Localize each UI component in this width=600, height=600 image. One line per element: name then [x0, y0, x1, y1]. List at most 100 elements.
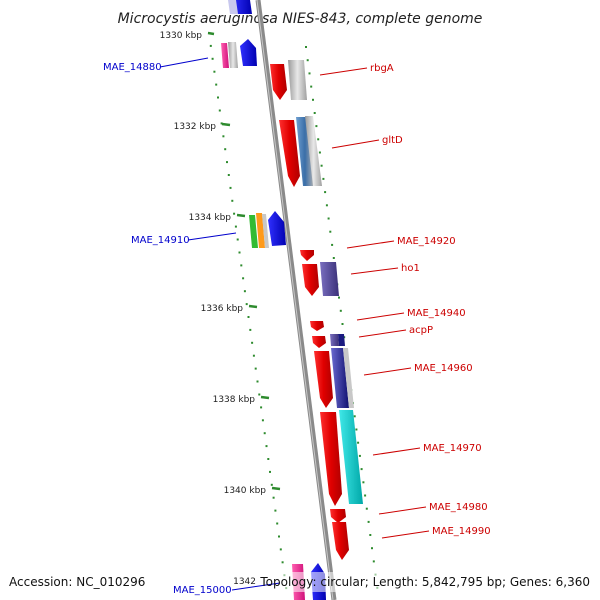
track-dot	[360, 468, 363, 471]
track-dot	[227, 174, 230, 176]
track-dot	[353, 415, 356, 418]
accession-text: Accession: NC_010296	[9, 575, 145, 589]
track-dot	[331, 243, 334, 246]
gene-label-MAE_15000[interactable]: MAE_15000	[173, 585, 232, 596]
track-dot	[270, 483, 273, 486]
gene-label-MAE_14940[interactable]: MAE_14940	[407, 308, 466, 319]
track-dot	[313, 112, 316, 114]
track-dot	[367, 520, 370, 523]
gene-label-gltD[interactable]: gltD	[382, 135, 403, 146]
track-dot	[329, 230, 332, 233]
track-dot	[231, 199, 234, 202]
track-dot	[222, 135, 225, 138]
track-dot	[209, 44, 212, 47]
gene-gltD[interactable]	[279, 116, 322, 187]
track-dot	[233, 212, 236, 215]
track-dot	[226, 161, 228, 164]
track-dot	[274, 509, 277, 512]
track-dot	[242, 277, 245, 280]
leader-MAE_15000	[231, 582, 281, 591]
gene-label-rbgA[interactable]: rbgA	[370, 63, 394, 74]
leader-MAE_14920	[346, 240, 395, 249]
tick-label: 1336 kbp	[201, 304, 244, 314]
track-dot	[362, 481, 365, 484]
gene-label-MAE_14980[interactable]: MAE_14980	[429, 502, 488, 513]
track-dot	[324, 191, 327, 194]
scale-tick-1330: 1330 kbp	[160, 31, 215, 41]
track-dot	[238, 251, 241, 254]
track-dot	[278, 535, 280, 538]
left-track-dots	[208, 32, 288, 590]
leader-MAE_14970	[372, 447, 421, 456]
scale-tick-1336: 1336 kbp	[201, 304, 258, 314]
track-dot	[263, 432, 266, 435]
gene-label-MAE_14960[interactable]: MAE_14960	[414, 363, 473, 374]
track-dot	[332, 257, 335, 259]
gene-label-MAE_14970[interactable]: MAE_14970	[423, 443, 482, 454]
genome-axis-highlight	[256, 0, 334, 600]
tick-label: 1340 kbp	[224, 486, 267, 496]
track-dot	[265, 445, 268, 448]
gene-MAE_14920[interactable]	[300, 250, 314, 261]
gene-label-MAE_14880[interactable]: MAE_14880	[103, 62, 162, 73]
track-dot	[325, 204, 328, 207]
gene-label-acpP[interactable]: acpP	[409, 325, 433, 336]
track-dot	[341, 323, 344, 325]
track-dot	[249, 328, 252, 331]
track-dot	[276, 522, 279, 525]
track-dot	[315, 125, 318, 128]
track-dot	[267, 458, 270, 460]
footer-topology-backdrop	[282, 572, 592, 592]
track-dot	[322, 177, 325, 180]
map-title: Microcystis aeruginosa NIES-843, complet…	[118, 11, 483, 27]
track-dot	[218, 109, 221, 112]
gene-label-ho1[interactable]: ho1	[401, 263, 420, 274]
track-dot	[372, 560, 375, 563]
tick-label: 1330 kbp	[160, 31, 203, 41]
track-dot	[279, 548, 282, 551]
gene-MAE_14940[interactable]	[310, 321, 324, 331]
track-dot	[269, 470, 271, 473]
track-dot	[211, 57, 214, 60]
track-dot	[312, 98, 314, 101]
track-dot	[260, 406, 263, 409]
track-dot	[236, 238, 239, 241]
gene-label-MAE_14920[interactable]: MAE_14920	[397, 236, 456, 247]
leader-ho1	[350, 267, 399, 275]
tick-label: 1342	[233, 577, 256, 587]
track-dot	[365, 507, 368, 510]
track-dot	[229, 186, 232, 189]
tick-label: 1338 kbp	[213, 395, 256, 405]
tick-label: 1332 kbp	[174, 122, 217, 132]
gene-MAE_14880[interactable]	[221, 39, 257, 68]
track-dot	[310, 85, 313, 88]
tick-label: 1334 kbp	[189, 213, 232, 223]
leader-MAE_14880	[159, 57, 209, 68]
leader-MAE_14910	[187, 232, 237, 241]
track-dot	[213, 70, 216, 73]
gene-acpP[interactable]	[312, 334, 345, 348]
gene-MAE_14980[interactable]	[330, 509, 346, 523]
gene-MAE_14910[interactable]	[249, 211, 286, 248]
track-dot	[327, 217, 330, 220]
track-dot	[220, 122, 223, 125]
leader-MAE_14960	[363, 367, 412, 376]
track-dot	[247, 316, 250, 318]
gene-MAE_14960[interactable]	[314, 348, 354, 408]
track-dot	[261, 419, 264, 422]
track-dot	[358, 454, 361, 457]
track-dot	[254, 367, 257, 370]
gene-label-MAE_14990[interactable]: MAE_14990	[432, 526, 491, 537]
track-dot	[338, 296, 340, 299]
leader-acpP	[358, 329, 407, 338]
gene-MAE_14990[interactable]	[332, 522, 349, 560]
scale-tick-1342: 1342	[233, 577, 256, 587]
gene-ho1[interactable]	[302, 262, 339, 296]
track-dot	[317, 138, 320, 141]
gene-MAE_14970[interactable]	[320, 410, 363, 506]
gene-rbgA[interactable]	[270, 60, 307, 100]
topology-text: Topology: circular; Length: 5,842,795 bp…	[259, 575, 590, 589]
track-dot	[272, 496, 275, 499]
gene-top-partial[interactable]	[228, 0, 252, 14]
gene-label-MAE_14910[interactable]: MAE_14910	[131, 235, 190, 246]
